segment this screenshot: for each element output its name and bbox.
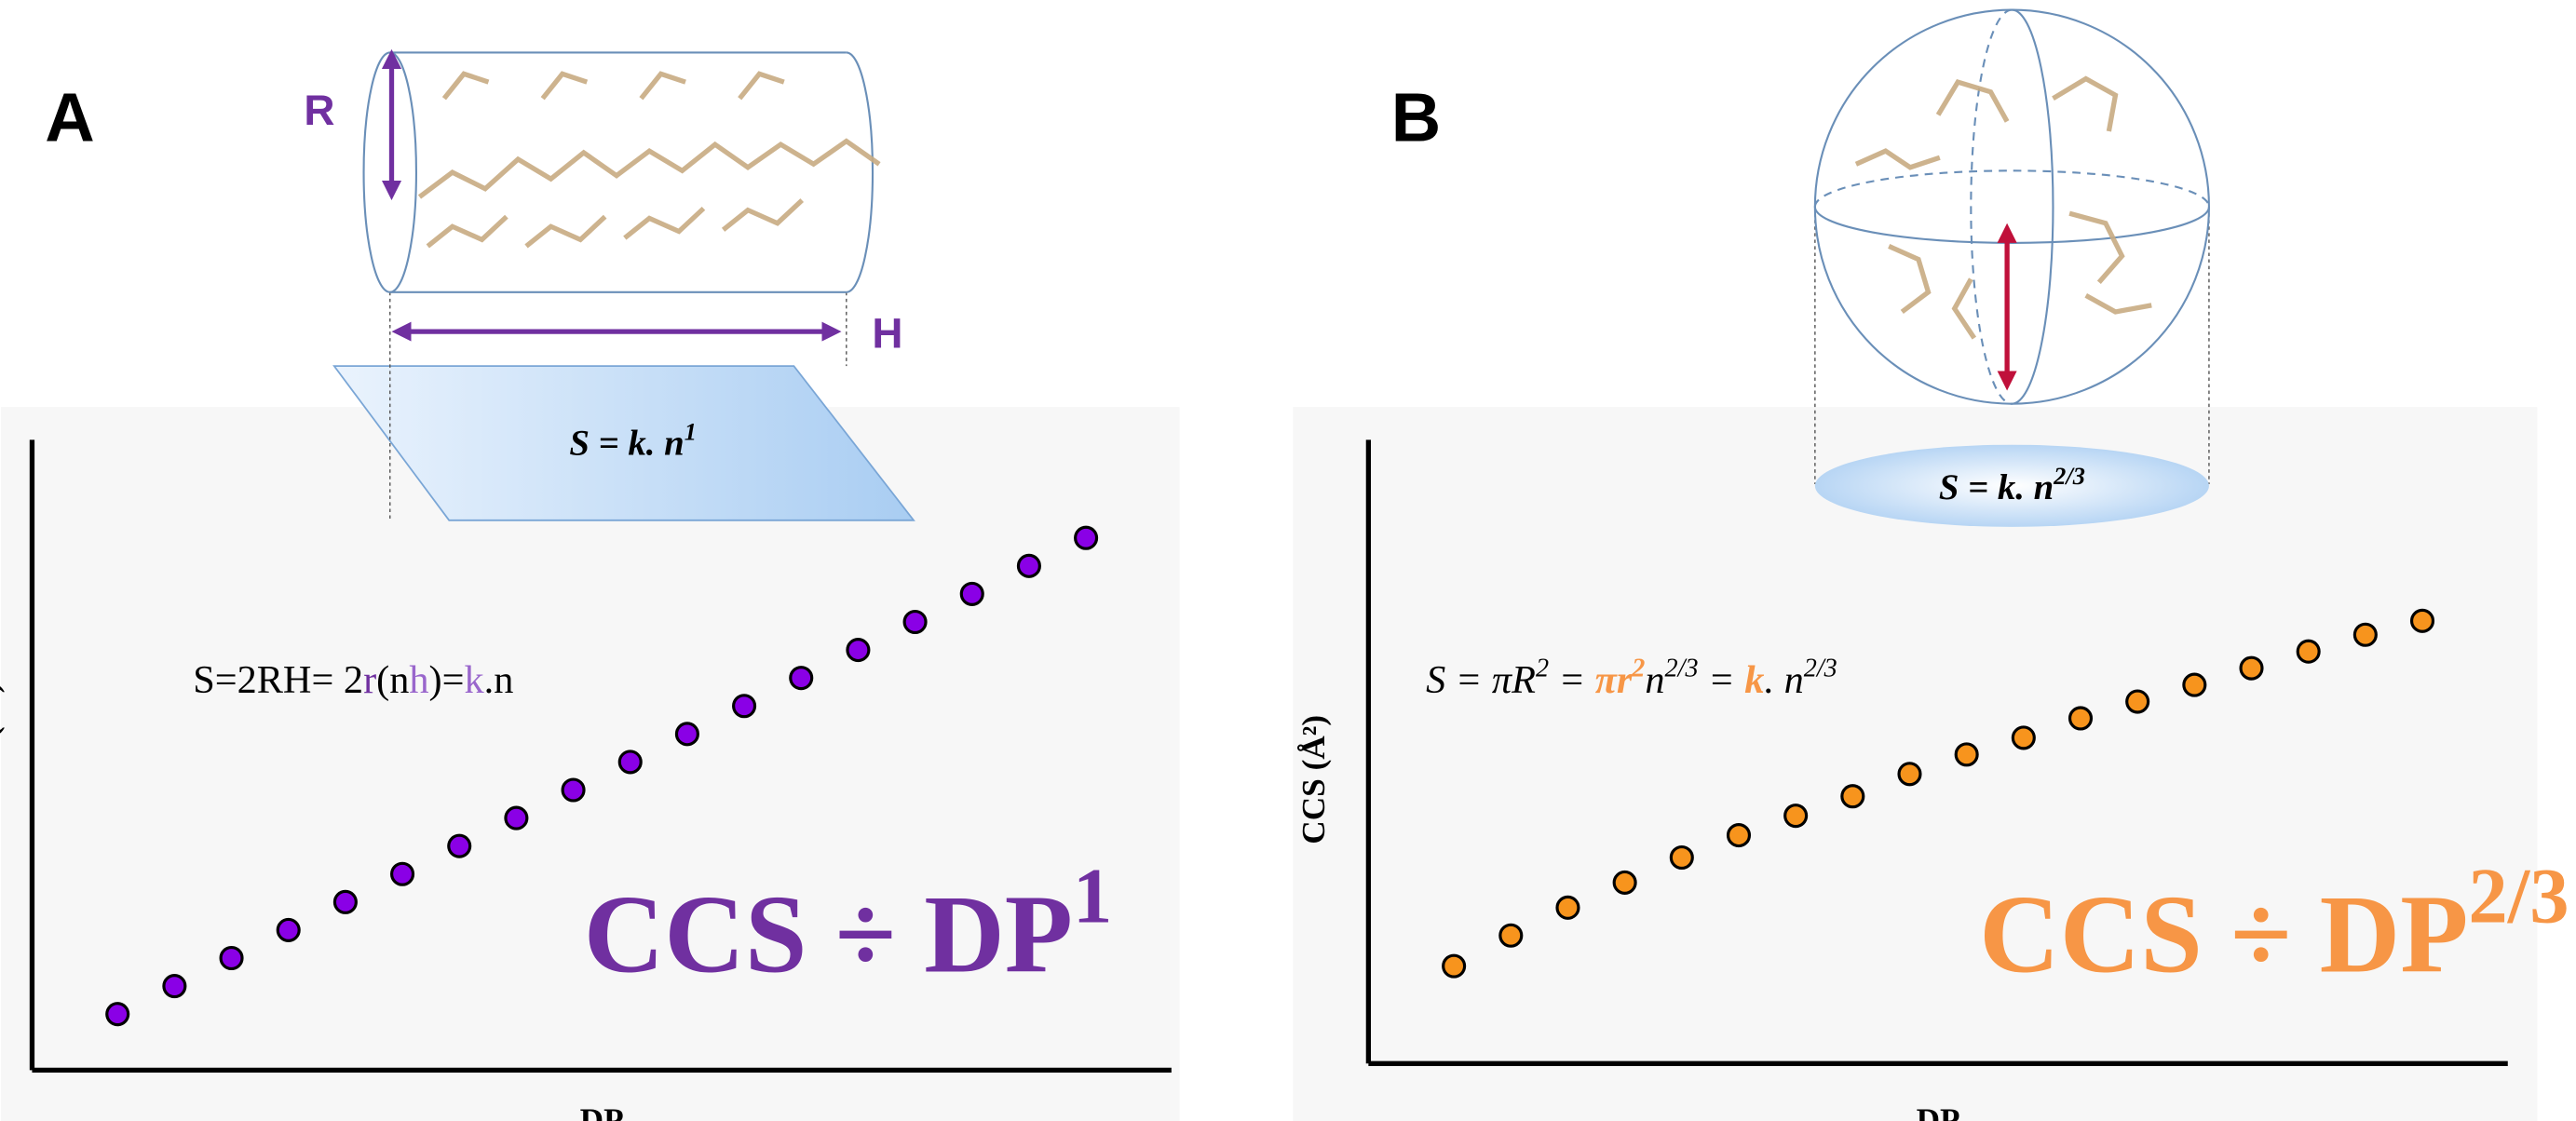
scaling-law-part: CCS ÷ DP <box>1979 872 2468 996</box>
equation-part: S = πR <box>1426 658 1536 702</box>
equation-part: 2/3 <box>1804 654 1837 682</box>
data-point <box>1785 805 1807 827</box>
y-axis-label: CCS (Å²) <box>0 682 5 812</box>
surface-formula-part: 1 <box>685 417 697 445</box>
equation: S = πR2 = πr2n2/3 = k. n2/3 <box>1426 654 1837 702</box>
equation-part: n <box>1645 658 1664 702</box>
data-point <box>1956 744 1977 765</box>
data-point <box>2013 727 2034 749</box>
equation-part: . n <box>1764 658 1803 702</box>
x-axis-label: DP <box>1917 1102 1960 1121</box>
equation-part: )= <box>429 658 465 702</box>
surface-formula-part: S = k. n <box>1939 467 2054 507</box>
equation-part: 2 <box>1536 654 1549 682</box>
data-point <box>1076 527 1097 548</box>
equation-part: = <box>1699 658 1745 702</box>
y-axis-label: CCS (Å²) <box>1295 715 1332 844</box>
scaling-law-part: 1 <box>1073 854 1112 940</box>
scaling-law-part: 2/3 <box>2468 854 2569 940</box>
surface-formula: S = k. n1 <box>569 417 697 463</box>
data-point <box>164 976 185 997</box>
data-point <box>1842 786 1864 807</box>
data-point <box>392 863 414 885</box>
data-point <box>2298 641 2319 662</box>
data-point <box>107 1004 129 1025</box>
data-point <box>1018 555 1039 576</box>
equation-part: 2 <box>1631 654 1645 682</box>
equation-part: r <box>363 658 376 702</box>
data-point <box>221 948 242 969</box>
data-point <box>1444 955 1465 977</box>
page: ARHS = k. n1S=2RH= 2r(nh)=k.nCCS ÷ DP1CC… <box>0 0 2576 1121</box>
data-point <box>334 891 356 912</box>
data-point <box>676 723 698 745</box>
scaling-law-part: CCS ÷ DP <box>584 872 1073 996</box>
data-point <box>2354 624 2376 645</box>
equation-part: = <box>1549 658 1595 702</box>
data-point <box>619 751 641 773</box>
equation-part: h <box>409 658 428 702</box>
data-point <box>1557 897 1579 918</box>
data-point <box>1500 925 1522 946</box>
equation-part: 2/3 <box>1665 654 1699 682</box>
dimension-label: R <box>304 87 334 134</box>
equation: S=2RH= 2r(nh)=k.n <box>193 658 513 702</box>
data-point <box>847 640 869 661</box>
scaling-law: CCS ÷ DP1 <box>584 854 1113 996</box>
data-point <box>563 779 584 801</box>
equation-part: .n <box>484 658 514 702</box>
data-point <box>278 919 299 940</box>
data-point <box>2241 657 2262 679</box>
data-point <box>2412 610 2434 631</box>
data-point <box>449 835 470 857</box>
surface-formula-part: S = k. n <box>569 423 684 463</box>
equation-part: S=2RH= 2 <box>193 658 363 702</box>
equation-part: k <box>1744 658 1764 702</box>
data-point <box>1671 847 1692 869</box>
equation-part: (n <box>376 658 409 702</box>
data-point <box>1614 871 1635 893</box>
equation-part: πr <box>1595 658 1633 702</box>
surface-formula-part: 2/3 <box>2053 462 2085 490</box>
x-axis-label: DP <box>580 1102 624 1121</box>
panel-label: A <box>45 79 94 156</box>
data-point <box>1899 763 1920 785</box>
equation-part: k <box>465 658 485 702</box>
data-point <box>734 696 755 717</box>
figure: ARHS = k. n1S=2RH= 2r(nh)=k.nCCS ÷ DP1CC… <box>0 0 2576 1121</box>
data-point <box>961 583 983 604</box>
panel-label: B <box>1391 79 1441 156</box>
data-point <box>506 807 527 829</box>
data-point <box>1729 825 1750 846</box>
data-point <box>2184 674 2205 696</box>
data-point <box>904 612 926 633</box>
data-point <box>791 668 812 689</box>
data-point <box>2070 708 2092 729</box>
dimension-label: H <box>872 310 902 358</box>
data-point <box>2127 691 2149 712</box>
